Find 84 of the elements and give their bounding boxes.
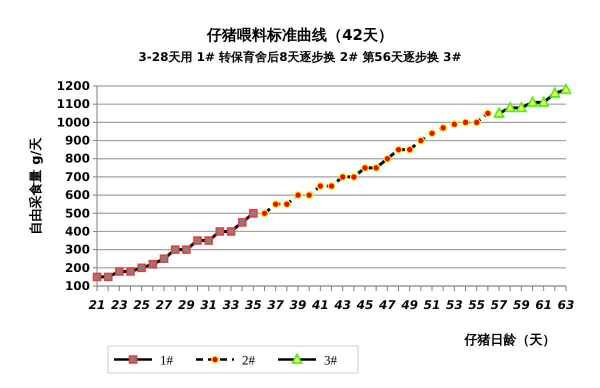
y-tick-label: 800 [64,152,90,166]
point [193,236,202,245]
point [406,146,414,154]
point [472,118,481,126]
x-tick-label: 45 [356,298,374,312]
legend-label: 2# [242,352,256,368]
point [226,227,236,236]
y-tick-label: 1100 [56,97,90,112]
y-tick-label: 900 [64,134,90,148]
point [527,96,538,107]
point [484,109,492,118]
point [92,272,102,282]
x-tick-label: 49 [400,298,418,312]
point [494,108,504,118]
point [350,173,358,181]
point [272,200,280,208]
point [372,164,380,172]
point [560,84,572,94]
point [104,272,112,282]
y-tick-label: 600 [64,188,90,202]
point [282,200,291,208]
point [516,102,527,112]
point [249,209,258,218]
chart-title: 仔猪喂料标准曲线（42天） [206,26,393,44]
point [316,182,324,190]
point [538,96,549,107]
y-tick-label: 500 [64,206,90,220]
y-axis-title: 自由采食量 g/天 [28,136,44,234]
point [126,267,135,276]
point [216,227,224,236]
point [170,245,180,254]
x-axis-title: 仔猪日龄（天） [464,333,556,348]
point [394,146,402,154]
legend-label: 1# [160,352,174,368]
point [450,120,458,128]
x-tick-label: 29 [178,298,195,312]
x-tick-label: 27 [156,298,173,312]
y-tick-label: 1200 [56,79,90,93]
y-tick-label: 1000 [56,115,90,130]
point [305,191,314,199]
point [238,218,246,227]
x-tick-label: 53 [446,298,463,312]
point [328,182,336,190]
point [204,236,213,245]
point [160,254,168,263]
x-tick-label: 33 [222,298,240,312]
chart-subtitle: 3-28天用 1# 转保育舍后8天逐步换 2# 第56天逐步换 3# [138,50,462,64]
y-tick-label: 300 [64,242,90,257]
x-tick-label: 59 [512,298,530,312]
point [182,245,191,254]
point [383,154,392,163]
x-tick-label: 57 [490,298,508,312]
point [416,136,425,144]
y-tick-label: 100 [64,279,90,293]
x-tick-label: 37 [267,298,285,312]
y-tick-label: 400 [64,224,90,238]
x-tick-label: 39 [290,298,306,312]
point [361,164,369,172]
point [137,264,146,272]
y-tick-label: 700 [64,170,90,184]
x-tick-label: 41 [310,298,329,312]
point [148,260,158,268]
y-tick-label: 200 [64,260,90,275]
x-tick-label: 31 [200,298,218,312]
point [504,102,516,112]
x-tick-label: 23 [110,298,128,312]
x-tick-label: 35 [244,298,262,312]
x-tick-label: 25 [133,298,150,312]
point [462,118,470,126]
x-tick-label: 43 [333,298,352,312]
point [550,88,560,98]
point [294,191,302,199]
legend-label: 3# [324,352,338,368]
x-tick-label: 55 [468,298,486,312]
point [338,173,347,181]
point [428,129,436,138]
x-tick-label: 47 [378,298,396,312]
x-tick-label: 21 [88,298,106,312]
point [115,267,124,276]
point [439,124,448,132]
point [260,209,268,218]
x-tick-label: 51 [424,298,440,312]
x-tick-label: 63 [558,298,574,312]
x-tick-label: 61 [535,298,552,312]
